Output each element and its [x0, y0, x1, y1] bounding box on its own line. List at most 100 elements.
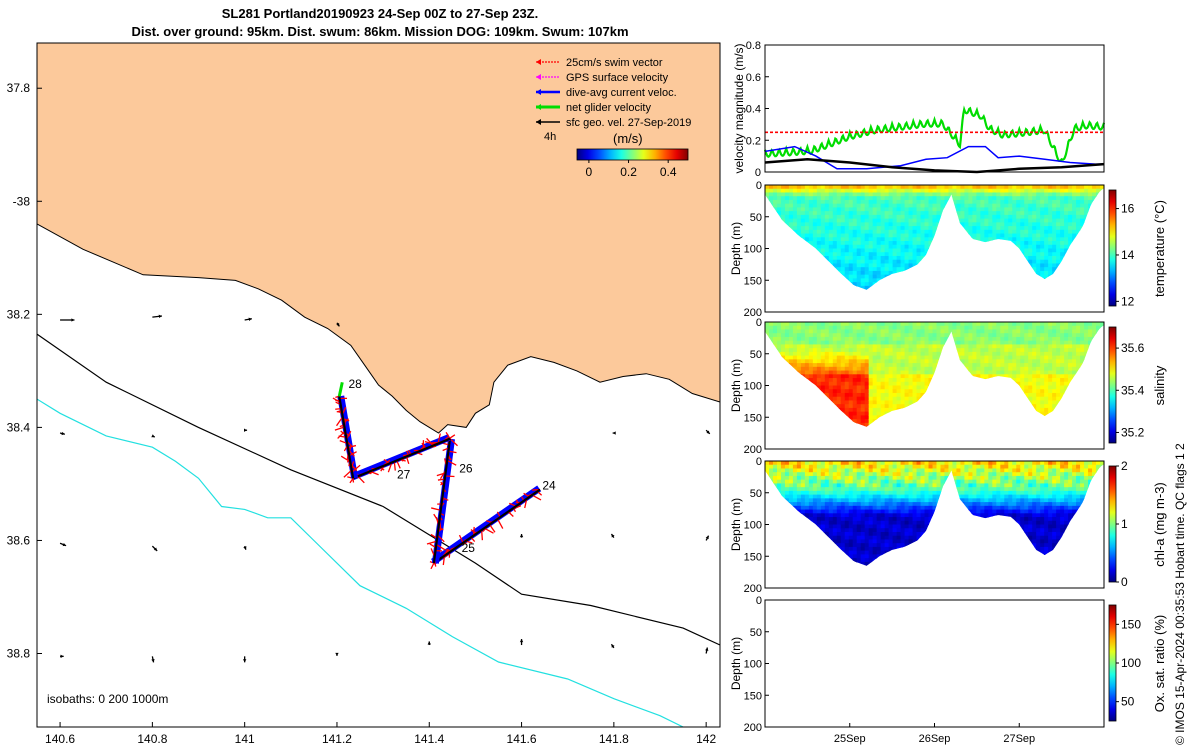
section-cell [828, 214, 834, 220]
section-cell [960, 422, 966, 427]
section-cell [876, 185, 882, 190]
section-cell [972, 263, 977, 268]
section-cell [1024, 192, 1029, 197]
section-cell [976, 282, 981, 287]
section-cell [952, 404, 958, 409]
section-cell [1072, 188, 1077, 194]
section-cell [888, 185, 894, 190]
section-cell [1080, 301, 1085, 305]
section-cell [964, 293, 969, 297]
section-cell [792, 244, 798, 250]
section-cell [824, 196, 830, 201]
section-cell [808, 188, 814, 194]
section-cell [765, 430, 770, 434]
section-cell [960, 252, 966, 257]
section-cell [1040, 248, 1045, 253]
section-cell [913, 434, 918, 438]
section-cell [876, 222, 882, 227]
section-cell [1092, 192, 1097, 197]
section-cell [881, 293, 886, 297]
section-cell [808, 366, 814, 372]
section-cell [976, 229, 981, 235]
section-cell [880, 192, 886, 197]
section-cell [844, 329, 850, 334]
section-cell [768, 322, 774, 327]
section-cell [840, 333, 846, 338]
section-cell [788, 270, 794, 276]
section-cell [996, 248, 1001, 253]
section-cell [908, 329, 914, 334]
section-cell [788, 211, 794, 216]
section-cell [844, 248, 850, 253]
section-cell [968, 274, 973, 279]
section-cell [832, 404, 838, 409]
section-cell [784, 214, 790, 220]
section-cell [900, 203, 906, 209]
section-cell [876, 392, 882, 398]
section-cell [836, 218, 842, 223]
section-cell [860, 351, 866, 357]
section-cell [856, 363, 862, 368]
section-cell [936, 199, 942, 205]
geostrophic-arrow-head [335, 652, 339, 656]
section-cell [892, 336, 898, 342]
section-cell [1088, 214, 1093, 220]
section-cell [840, 211, 846, 216]
section-cell [812, 218, 818, 223]
section-cell [1092, 188, 1097, 194]
section-cell [792, 248, 798, 253]
section-cell [980, 274, 985, 279]
section-cell [868, 185, 874, 190]
section-cell [856, 325, 862, 331]
section-cell [765, 340, 770, 346]
section-cell [844, 348, 850, 353]
section-cell [864, 203, 870, 209]
section-cell [936, 259, 942, 265]
section-cell [812, 211, 818, 216]
section-cell [988, 255, 993, 261]
section-cell [812, 370, 818, 375]
section-cell [896, 207, 902, 212]
section-cell [868, 255, 874, 261]
section-cell [952, 192, 958, 197]
chart-title-line1: SL281 Portland20190923 24-Sep 00Z to 27-… [221, 6, 539, 21]
section-cell [900, 370, 906, 375]
section-cell [784, 199, 790, 205]
section-cell [1064, 263, 1069, 268]
section-cell [864, 259, 870, 265]
colorbar-tick-label: 0.2 [620, 165, 637, 179]
section-cell [944, 203, 950, 209]
section-cell [825, 297, 830, 301]
section-cell [944, 426, 950, 427]
section-cell [908, 400, 914, 405]
section-cell [1076, 301, 1081, 305]
section-cell [788, 419, 794, 424]
section-cell [980, 199, 985, 205]
section-cell [876, 426, 882, 427]
section-cell [925, 297, 930, 301]
section-cell [801, 301, 806, 305]
section-cell [1088, 305, 1093, 309]
section-cell [844, 289, 850, 290]
section-cell [932, 270, 938, 276]
section-cell [776, 241, 782, 246]
section-cell [869, 297, 874, 301]
section-cell [848, 267, 854, 272]
section-cell [848, 255, 854, 261]
section-cell [788, 366, 794, 372]
section-cell [909, 430, 914, 434]
section-cell [772, 407, 778, 413]
section-cell [896, 274, 902, 279]
section-cell [880, 244, 886, 250]
section-cell [900, 274, 906, 279]
section-cell [964, 348, 969, 353]
section-cell [892, 385, 898, 390]
section-cell [1096, 237, 1101, 242]
section-cell [933, 305, 938, 309]
section-cell [800, 340, 806, 346]
section-cell [1076, 222, 1081, 227]
section-cell [840, 270, 846, 276]
section-cell [921, 434, 926, 438]
section-cell [781, 438, 786, 442]
section-cell [928, 214, 934, 220]
